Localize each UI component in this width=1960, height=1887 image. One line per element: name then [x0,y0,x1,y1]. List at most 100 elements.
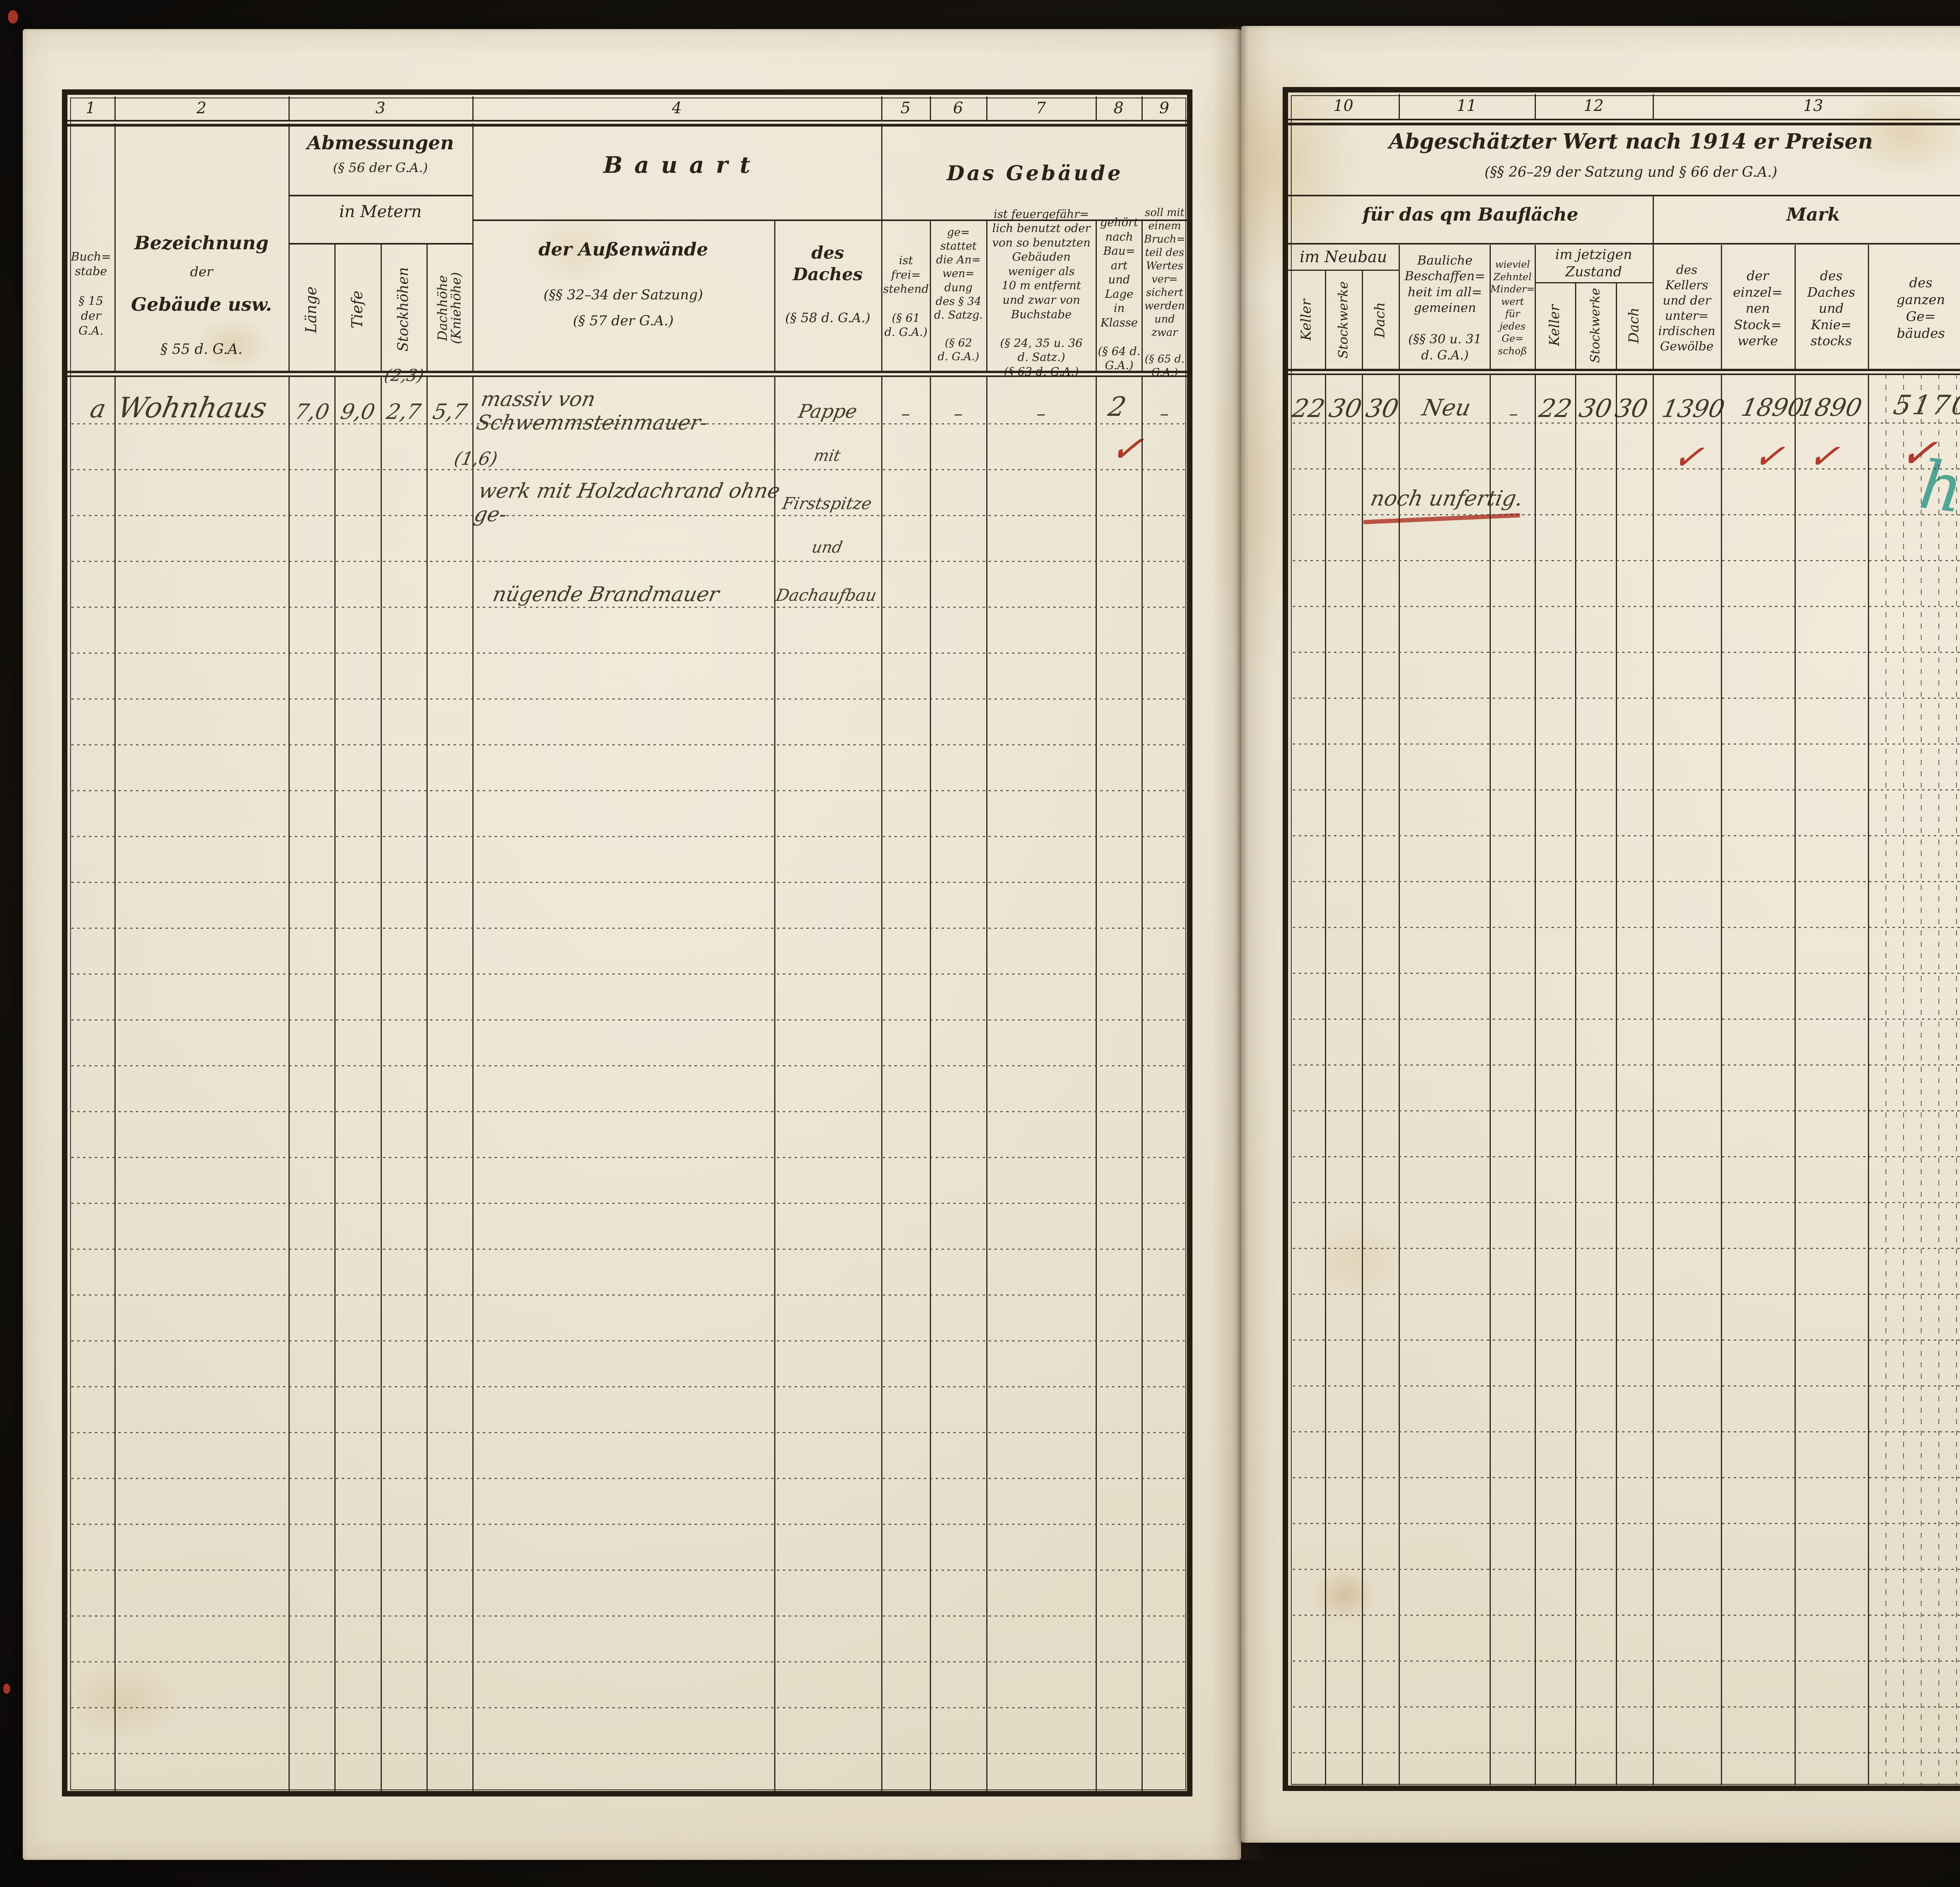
grid-line [1293,1569,1960,1570]
red-speck [8,10,18,24]
grid-line [774,375,775,1791]
entry-zehntel-strich: – [1507,403,1521,424]
grid-line [1293,1615,1960,1616]
grid-line [71,836,1185,837]
header-des-daches-sub: (§ 58 d. G.A.) [785,310,871,325]
header-stockhoehen: Stockhöhen [395,267,412,352]
grid-line [1293,743,1960,745]
header-neubau-dach: Dach [1372,302,1388,338]
grid-line [114,96,116,120]
grid-line [71,423,1185,424]
grid-line [71,515,1185,516]
grid-line [1288,369,1960,371]
entry-neubau-keller: 22 [1290,394,1327,423]
grid-line [1288,119,1960,120]
header-im-neubau: im Neubau [1299,248,1387,266]
grid-line [1399,245,1400,369]
col-number-1: 1 [85,99,96,117]
entry-dachhoehe-klammer: (1,6) [452,448,499,469]
grid-line [71,1707,1185,1708]
grid-line [114,375,116,1791]
grid-line [472,96,474,120]
grid-line [71,790,1185,791]
grid-line [1293,789,1960,790]
header-feuergefaehrlich: ist feuergefähr= lich benutzt oder von s… [992,207,1091,378]
grid-line [1921,373,1922,1785]
grid-line [1293,1477,1960,1478]
fold-crease [1212,26,1271,1860]
grid-line [71,1524,1185,1525]
grid-line [1293,698,1960,699]
grid-line [881,123,882,371]
grid-line [1293,1202,1960,1203]
entry-bauart-wand-zeile2: werk mit Holzdachrand ohne ge- [472,479,782,526]
grid-line [1868,245,1869,369]
grid-line [881,96,882,120]
grid-line [1142,375,1143,1791]
header-in-metern: in Metern [339,201,422,221]
grid-line [67,375,1187,377]
grid-line [71,1661,1185,1662]
grid-line [1293,560,1960,561]
grid-line [71,1203,1185,1204]
grid-line [289,96,290,120]
grid-line [1293,1294,1960,1295]
header-bauliche-beschaffenheit: Bauliche Beschaffen= heit im all= gemein… [1405,252,1485,363]
grid-line [1653,94,1654,119]
grid-line [1293,927,1960,928]
grid-line [67,124,1187,127]
grid-line [930,219,931,371]
grid-line [289,375,290,1791]
header-tiefe: Tiefe [348,290,366,329]
grid-line [1293,1523,1960,1524]
grid-line [1938,373,1939,1785]
entry-dach-wort2: mit [812,447,842,465]
entry-dachhoehe: 5,7 [430,399,470,424]
header-buchstabe: Buch= stabe § 15 der G.A. [71,250,111,338]
grid-line [71,1570,1185,1571]
table-innerline-right [1291,95,1960,1785]
grid-line [1293,652,1960,653]
header-bezeichnung-3: Gebäude usw. [131,294,272,315]
grid-line [114,123,116,371]
grid-line [1325,270,1326,369]
grid-line [1293,1431,1960,1432]
header-zustand-stockwerke: Stockwerke [1588,288,1603,363]
header-bauart: Bauart [603,152,762,178]
col-number-11: 11 [1457,97,1477,115]
grid-line [1096,96,1097,120]
col-number-8: 8 [1113,99,1124,117]
header-wert-stockwerke: der einzel= nen Stock= werke [1733,268,1783,349]
entry-laenge: 7,0 [293,399,332,424]
grid-line [1096,219,1097,371]
grid-line [881,219,1187,221]
table-frame-left [62,89,1192,1796]
grid-line [1293,1660,1960,1662]
header-abmessungen: Abmessungen [307,132,454,154]
grid-line [334,243,336,371]
entry-gebaeude-name: Wohnhaus [115,391,270,424]
grid-line [1535,373,1536,1785]
header-wert-dach: des Daches und Knie= stocks [1807,268,1855,349]
entry-wert-gesamt: 5170 [1891,390,1960,421]
grid-line [71,1157,1185,1158]
header-aussenwaende-sub2: (§ 57 der G.A.) [573,313,674,329]
grid-line [1293,422,1960,424]
grid-line [881,375,882,1791]
grid-line [1288,123,1960,125]
grid-line [71,653,1185,654]
grid-line [1293,468,1960,469]
grid-line [1325,373,1326,1785]
col-number-4: 4 [671,99,682,117]
header-abgeschaetzter-wert-sub: (§§ 26–29 der Satzung und § 66 der G.A.) [1485,164,1777,180]
grid-line [1293,973,1960,974]
grid-line [71,973,1185,975]
grid-line [1293,514,1960,515]
grid-line [1293,1248,1960,1249]
grid-line [1293,835,1960,836]
entry-klasse-links: 2 [1105,391,1129,422]
entry-bauart-wand-zeile3: nügende Brandmauer [491,583,721,606]
header-laenge: Länge [302,286,320,333]
grid-line [1575,282,1576,369]
